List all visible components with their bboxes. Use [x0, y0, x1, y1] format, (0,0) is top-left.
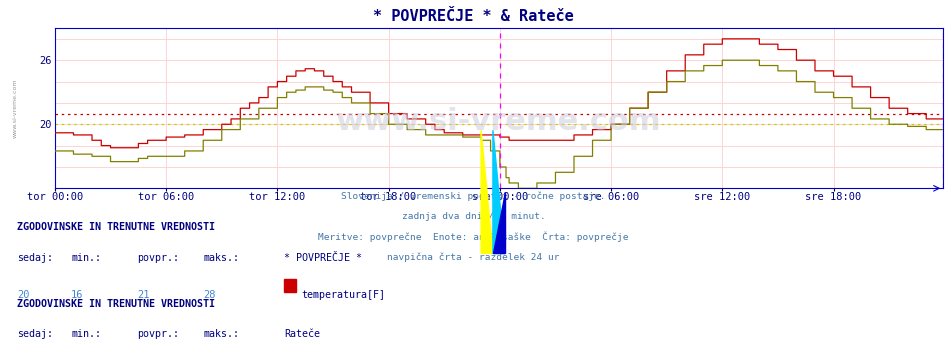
Text: Rateče: Rateče — [284, 329, 320, 339]
Text: povpr.:: povpr.: — [137, 329, 179, 339]
Text: www.si-vreme.com: www.si-vreme.com — [336, 107, 662, 136]
Text: Meritve: povprečne  Enote: anglešaške  Črta: povprečje: Meritve: povprečne Enote: anglešaške Črt… — [318, 232, 629, 243]
Text: zadnja dva dni / 5 minut.: zadnja dva dni / 5 minut. — [402, 212, 545, 221]
Text: * POVPREČJE *: * POVPREČJE * — [284, 253, 362, 263]
Text: navpična črta - razdelek 24 ur: navpična črta - razdelek 24 ur — [387, 252, 560, 262]
Text: 20: 20 — [17, 290, 29, 300]
Text: min.:: min.: — [71, 329, 101, 339]
Text: 16: 16 — [71, 290, 83, 300]
Text: sedaj:: sedaj: — [17, 329, 53, 339]
Text: www.si-vreme.com: www.si-vreme.com — [12, 78, 17, 138]
Text: 21: 21 — [137, 290, 150, 300]
Text: ZGODOVINSKE IN TRENUTNE VREDNOSTI: ZGODOVINSKE IN TRENUTNE VREDNOSTI — [17, 222, 215, 232]
Text: 28: 28 — [204, 290, 216, 300]
Text: maks.:: maks.: — [204, 329, 240, 339]
Text: sedaj:: sedaj: — [17, 253, 53, 263]
Text: Slovenija / vremenski podatki - ročne postaje.: Slovenija / vremenski podatki - ročne po… — [341, 192, 606, 201]
Text: ZGODOVINSKE IN TRENUTNE VREDNOSTI: ZGODOVINSKE IN TRENUTNE VREDNOSTI — [17, 299, 215, 309]
Text: maks.:: maks.: — [204, 253, 240, 263]
Text: min.:: min.: — [71, 253, 101, 263]
Text: * POVPREČJE * & Rateče: * POVPREČJE * & Rateče — [373, 9, 574, 24]
Text: temperatura[F]: temperatura[F] — [301, 290, 385, 300]
Text: povpr.:: povpr.: — [137, 253, 179, 263]
